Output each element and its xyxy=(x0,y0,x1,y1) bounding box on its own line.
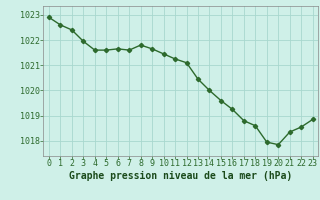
X-axis label: Graphe pression niveau de la mer (hPa): Graphe pression niveau de la mer (hPa) xyxy=(69,171,292,181)
